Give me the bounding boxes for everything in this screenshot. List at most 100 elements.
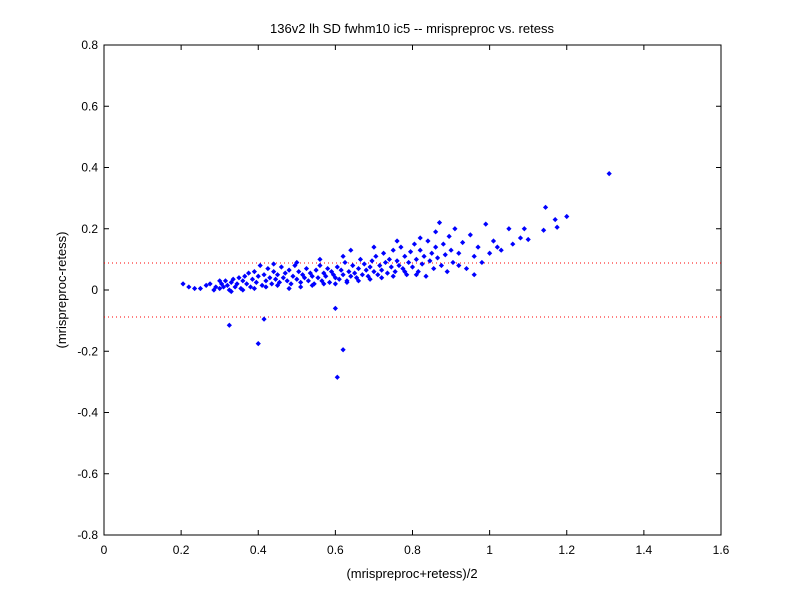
data-point — [380, 250, 387, 256]
data-point — [506, 226, 512, 232]
data-point — [357, 256, 364, 262]
data-point — [348, 273, 354, 279]
data-point — [396, 262, 402, 269]
data-point — [340, 347, 346, 353]
y-tick-label: 0.2 — [81, 222, 98, 236]
data-point — [226, 322, 232, 328]
data-point — [388, 264, 394, 270]
data-point — [402, 253, 408, 259]
data-point — [475, 244, 481, 250]
y-tick-label: -0.6 — [77, 467, 98, 481]
data-point — [390, 247, 396, 253]
data-point — [384, 270, 391, 276]
data-point — [220, 284, 227, 290]
x-axis-label: (mrispreproc+retess)/2 — [346, 566, 477, 581]
data-point — [257, 262, 263, 269]
data-point — [413, 272, 419, 278]
data-point — [240, 287, 246, 293]
data-point — [269, 281, 275, 287]
data-point — [332, 281, 338, 287]
y-tick-label: -0.2 — [77, 344, 98, 358]
data-point — [498, 247, 504, 253]
data-point — [332, 305, 338, 311]
data-point — [407, 249, 414, 255]
data-point — [390, 273, 396, 279]
data-point — [265, 265, 271, 272]
data-point — [309, 273, 315, 279]
x-tick-label: 0.2 — [173, 543, 190, 557]
data-point — [413, 256, 419, 262]
data-point — [421, 253, 427, 259]
data-point — [431, 265, 437, 272]
data-point — [323, 273, 329, 279]
x-tick-label: 0.4 — [250, 543, 267, 557]
data-point — [342, 259, 348, 266]
data-point — [244, 281, 250, 287]
data-point — [294, 276, 300, 282]
x-tick-label: 1.4 — [636, 543, 653, 557]
data-point — [382, 259, 389, 266]
data-point — [261, 272, 267, 278]
data-point — [467, 232, 473, 238]
data-point — [242, 273, 248, 279]
data-point — [525, 236, 531, 243]
y-tick-label: 0.4 — [81, 161, 98, 175]
data-point — [298, 279, 304, 285]
data-point — [298, 284, 304, 290]
data-point — [271, 269, 277, 275]
y-tick-label: -0.8 — [77, 528, 98, 542]
data-point — [346, 269, 352, 275]
data-point — [369, 258, 375, 264]
data-point — [217, 278, 223, 284]
data-point — [436, 220, 443, 226]
y-axis-ticks: -0.8 -0.6 -0.4 -0.2 0 0.2 0.4 0.6 0.8 — [77, 38, 721, 542]
data-point — [326, 279, 333, 285]
data-point — [450, 259, 456, 266]
data-point — [228, 288, 234, 295]
data-point — [361, 261, 367, 267]
data-point — [425, 238, 431, 244]
data-point — [379, 275, 385, 281]
data-point — [417, 247, 423, 253]
data-point — [541, 227, 547, 233]
data-point — [273, 276, 279, 282]
data-point — [234, 281, 240, 287]
data-point — [352, 270, 358, 276]
data-point — [510, 241, 516, 247]
data-point — [271, 261, 277, 267]
data-point — [487, 250, 493, 256]
x-tick-label: 0.6 — [327, 543, 344, 557]
data-point — [367, 276, 373, 282]
data-point — [392, 269, 398, 275]
data-point — [274, 272, 281, 278]
data-point — [334, 374, 340, 380]
data-point — [259, 282, 265, 289]
data-point — [253, 279, 259, 285]
x-tick-label: 1 — [486, 543, 493, 557]
data-point — [282, 270, 288, 276]
data-point — [288, 281, 294, 287]
data-point — [479, 259, 485, 266]
data-point — [490, 238, 497, 244]
y-axis-label: (mrispreproc-retess) — [54, 231, 69, 348]
data-point — [406, 259, 412, 266]
chart-title: 136v2 lh SD fwhm10 ic5 -- mrispreproc vs… — [270, 21, 554, 36]
y-tick-label: 0.8 — [81, 38, 98, 52]
data-point — [263, 284, 269, 290]
data-point — [460, 239, 466, 246]
data-point — [446, 233, 452, 240]
data-point — [456, 250, 462, 256]
data-point — [371, 269, 377, 275]
data-point — [359, 272, 365, 278]
data-point — [261, 316, 267, 322]
data-point — [440, 241, 446, 247]
data-point — [213, 284, 219, 290]
data-point — [433, 229, 439, 235]
x-tick-label: 0.8 — [404, 543, 421, 557]
data-point — [325, 265, 331, 272]
data-point — [286, 267, 292, 273]
data-point — [434, 255, 441, 261]
data-point — [263, 278, 269, 284]
data-point — [394, 258, 400, 264]
